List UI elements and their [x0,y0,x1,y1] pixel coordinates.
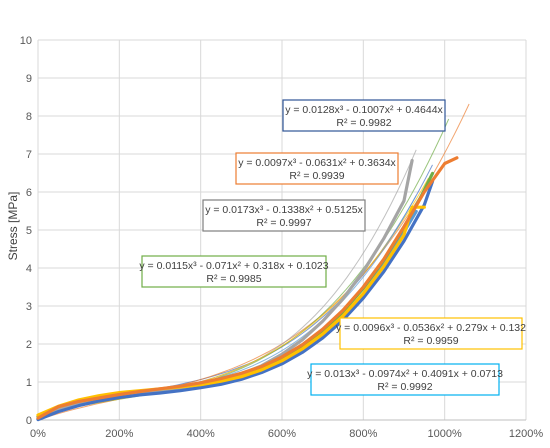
y-tick-label: 4 [26,263,32,275]
r-squared-text: R² = 0.9985 [206,273,261,285]
equation-label: y = 0.013x³ - 0.0974x² + 0.4091x + 0.071… [307,363,503,396]
equation-text: y = 0.0173x³ - 0.1338x² + 0.5125x [205,204,363,216]
x-tick-label: 1000% [428,428,462,440]
equation-box [235,152,399,185]
r-squared-text: R² = 0.9959 [403,335,458,347]
equation-label: y = 0.0115x³ - 0.071x² + 0.318x + 0.1023… [139,255,329,288]
y-tick-label: 6 [26,187,32,199]
equation-box [141,255,327,288]
x-tick-label: 800% [349,428,377,440]
equation-box [339,317,523,350]
y-tick-label: 3 [26,301,32,313]
x-tick-label: 0% [30,428,46,440]
equation-box [282,99,446,132]
r-squared-text: R² = 0.9997 [256,217,311,229]
y-tick-label: 2 [26,339,32,351]
x-tick-label: 200% [105,428,133,440]
equation-text: y = 0.0115x³ - 0.071x² + 0.318x + 0.1023 [139,260,328,272]
y-tick-label: 10 [20,35,32,47]
y-tick-label: 7 [26,149,32,161]
axes: 0 1 2 3 4 5 6 7 8 9 10 0% 200% 400% 600% 800% 1000% 1200% [20,35,544,440]
y-axis-title: Stress [MPa] [6,192,20,261]
y-tick-label: 5 [26,225,32,237]
equation-box [202,199,366,232]
equation-label: y = 0.0096x³ - 0.0536x² + 0.279x + 0.132… [336,317,526,350]
y-tick-label: 1 [26,377,32,389]
x-tick-label: 1200% [509,428,543,440]
data-series-line [36,179,435,422]
x-tick-label: 400% [187,428,215,440]
equation-text: y = 0.0096x³ - 0.0536x² + 0.279x + 0.132 [336,322,526,334]
equation-text: y = 0.0128x³ - 0.1007x² + 0.4644x [285,104,443,116]
data-series [36,156,459,422]
data-series-line [36,205,426,417]
data-series-line [36,156,459,420]
r-squared-text: R² = 0.9939 [289,170,344,182]
y-tick-label: 8 [26,111,32,123]
r-squared-text: R² = 0.9992 [377,381,432,393]
r-squared-text: R² = 0.9982 [336,117,391,129]
equation-box [310,363,500,396]
equation-text: y = 0.0097x³ - 0.0631x² + 0.3634x [238,157,396,169]
x-tick-label: 600% [268,428,296,440]
y-tick-label: 9 [26,73,32,85]
y-tick-label: 0 [26,415,32,427]
equation-text: y = 0.013x³ - 0.0974x² + 0.4091x + 0.071… [307,368,503,380]
